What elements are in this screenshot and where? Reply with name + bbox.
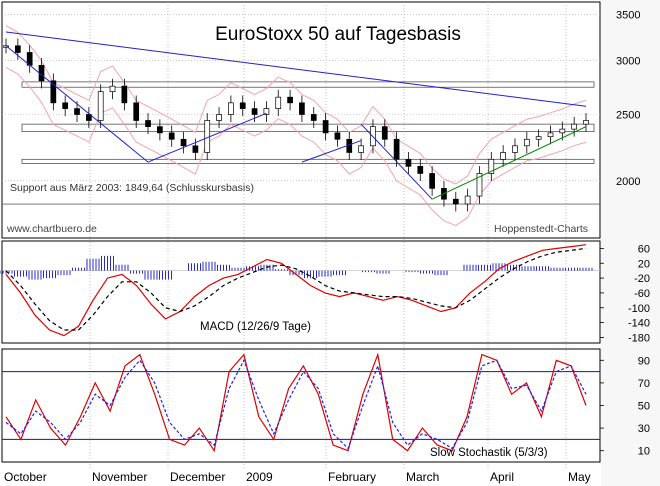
candle-body [74, 108, 80, 115]
panel-frame [1, 240, 601, 344]
month-label: March [406, 470, 439, 484]
candle-body [287, 96, 293, 104]
candle-body [583, 120, 589, 125]
price-panel [2, 25, 600, 227]
candle-body [429, 173, 435, 189]
stochastic-panel [2, 352, 600, 453]
support-annotation: Support aus März 2003: 1849,64 (Schlussk… [10, 182, 254, 194]
macd-panel [0, 244, 600, 337]
macd-line-signal [5, 247, 587, 331]
candle-body [571, 123, 578, 130]
candle-body [275, 96, 282, 109]
month-label: 2009 [246, 470, 273, 484]
trendline [431, 126, 587, 200]
axes: 2000 2500 3000 3500 60 20 -20 -60 -100 -140 -180 90… [4, 9, 650, 484]
trendline [5, 31, 587, 107]
month-label: February [328, 470, 376, 484]
candle-body [145, 120, 151, 127]
trendline [5, 45, 149, 163]
candle-body [358, 145, 364, 153]
candle-body [228, 102, 234, 115]
candle-body [535, 136, 542, 140]
stoch-tick-label: 70 [638, 378, 650, 390]
month-label: April [490, 470, 514, 484]
macd-tick-label: -100 [628, 303, 650, 315]
stoch-line [5, 358, 587, 450]
candle-body [488, 158, 495, 174]
candle-body [547, 132, 554, 138]
candle-body [299, 102, 305, 115]
candle-body [239, 102, 246, 109]
trendline [301, 140, 362, 163]
price-tick-label: 3500 [616, 9, 640, 21]
price-tick-label: 3000 [616, 55, 640, 67]
macd-label: MACD (12/26/9 Tage) [200, 321, 311, 333]
month-label: May [568, 470, 591, 484]
candle-body [216, 114, 222, 121]
candle-body [121, 85, 128, 104]
stoch-tick-label: 50 [638, 401, 650, 413]
price-tick-label: 2000 [616, 176, 640, 188]
source-right: Hoppenstedt-Charts [494, 223, 588, 235]
macd-tick-label: -140 [628, 318, 650, 330]
candle-body [180, 138, 187, 147]
support-resistance-zone [21, 158, 595, 164]
stoch-tick-label: 10 [638, 446, 650, 458]
candle-body [86, 114, 92, 121]
macd-tick-label: 60 [638, 243, 650, 255]
support-resistance-zone [21, 81, 595, 88]
right-axis-panel [601, 0, 660, 486]
macd-tick-label: -180 [628, 332, 650, 344]
candle-body [417, 165, 424, 174]
month-label: December [170, 470, 225, 484]
price-tick-label: 2500 [616, 109, 640, 121]
macd-tick-label: 20 [638, 258, 650, 270]
candle-body [500, 152, 506, 160]
candle-body [322, 120, 329, 134]
envelope-upper [5, 25, 587, 185]
candle-body [97, 91, 104, 121]
candle-body [14, 45, 21, 53]
candle-body [559, 128, 566, 134]
candle-body [192, 145, 199, 153]
candle-body [334, 132, 341, 140]
macd-line-macd [5, 244, 587, 337]
candle-body [393, 138, 400, 160]
stoch-tick-label: 30 [638, 423, 650, 435]
stoch-line [5, 352, 587, 453]
candle-body [512, 145, 518, 153]
candle-body [109, 85, 116, 92]
candle-body [405, 158, 412, 167]
panel-frame [1, 1, 601, 239]
candle-body [263, 108, 270, 115]
trendline [360, 123, 433, 200]
candle-body [251, 108, 258, 115]
chart-title: EuroStoxx 50 auf Tagesbasis [215, 24, 461, 45]
candle-body [452, 198, 459, 205]
macd-tick-label: -20 [634, 273, 650, 285]
trendline [147, 112, 267, 163]
month-label: October [4, 470, 47, 484]
candle-body [464, 195, 471, 205]
candle-body [133, 102, 140, 121]
candle-body [476, 173, 483, 197]
candle-body [381, 126, 388, 140]
candle-body [523, 138, 530, 147]
candle-body [157, 126, 163, 134]
stoch-tick-label: 90 [638, 355, 650, 367]
candle-body [310, 114, 317, 121]
macd-tick-label: -60 [634, 288, 650, 300]
stochastic-label: Slow Stochastik (5/3/3) [430, 447, 548, 459]
candle-body [50, 80, 57, 104]
source-left: www.chartbuero.de [6, 223, 97, 235]
candle-body [62, 102, 69, 109]
support-resistance-zone [21, 123, 595, 133]
month-label: November [92, 470, 147, 484]
candle-body [168, 132, 175, 140]
